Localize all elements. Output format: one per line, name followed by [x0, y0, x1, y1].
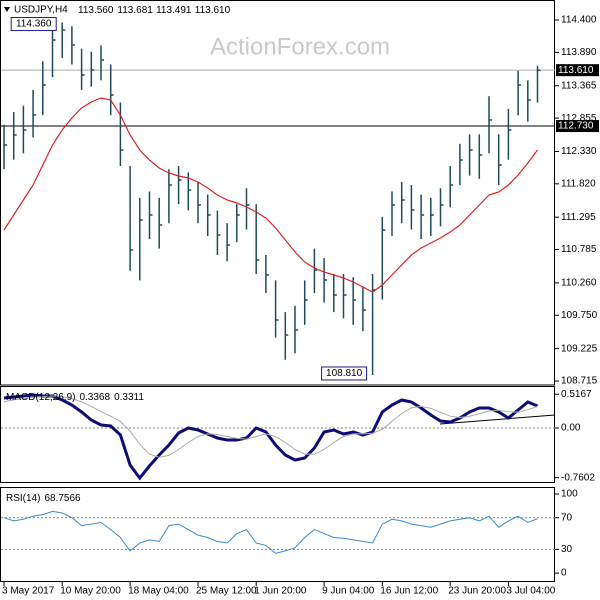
menu-arrow	[4, 7, 10, 12]
x-tick-label: 3 Jul 04:00	[506, 586, 555, 597]
indicator-value: 68.7566	[44, 493, 81, 504]
watermark: ActionForex.com	[210, 33, 390, 60]
quote-value: 113.610	[195, 5, 231, 16]
extreme-box	[10, 17, 57, 32]
x-tick-label: 1 Jun 20:00	[254, 586, 307, 597]
x-tick-label: 25 May 12:00	[196, 586, 257, 597]
indicator-title: RSI(14) 68.7566	[6, 493, 81, 504]
quote-value: 113.560	[78, 5, 114, 16]
price-tag-label: 113.610	[558, 65, 594, 76]
rsi-panel	[0, 487, 555, 582]
y-tick-label: 100	[561, 489, 578, 500]
y-tick-label: 111.295	[561, 212, 596, 223]
y-tick-label: 30	[561, 544, 573, 555]
x-tick-label: 18 May 04:00	[128, 586, 189, 597]
x-tick-label: 23 Jun 20:00	[448, 586, 506, 597]
extreme-label: 114.360	[16, 19, 52, 30]
y-tick-label: 0.5167	[561, 389, 592, 400]
x-tick-label: 16 Jun 12:00	[380, 586, 438, 597]
quote-values: 113.560 113.681 113.491 113.610	[78, 5, 231, 16]
y-tick-label: 110.260	[561, 278, 597, 289]
y-tick-label: 110.785	[561, 244, 597, 255]
quote-value: 113.681	[117, 5, 153, 16]
indicator-name: RSI(14)	[6, 493, 40, 504]
indicator-line	[3, 393, 539, 481]
y-tick-label: 70	[561, 512, 573, 523]
y-tick-label: 114.400	[561, 15, 597, 26]
y-tick-label: 113.365	[561, 80, 597, 91]
y-tick-label: 112.330	[561, 146, 597, 157]
trend-line	[439, 414, 556, 425]
indicator-line	[3, 510, 538, 554]
indicator-name: MACD(12,26,9)	[6, 392, 75, 403]
y-tick-label: 0.00	[561, 423, 581, 434]
price-tag-label: 112.730	[558, 121, 594, 132]
price-panel	[0, 0, 555, 386]
indicator-value: 0.3368	[79, 392, 110, 403]
y-tick-label: 109.750	[561, 310, 598, 321]
macd-panel	[0, 386, 555, 483]
y-tick-label: -0.7602	[561, 472, 595, 483]
y-tick-label: 109.225	[561, 343, 598, 354]
price-tag	[556, 120, 599, 133]
price-tag	[556, 64, 599, 77]
extreme-box	[321, 366, 368, 381]
quote-value: 113.491	[156, 5, 192, 16]
moving-average	[3, 97, 538, 293]
y-tick-label: 112.855	[561, 113, 597, 124]
y-tick-label: 113.890	[561, 47, 597, 58]
x-tick-label: 3 May 2017	[2, 586, 55, 597]
indicator-value: 0.3311	[114, 392, 144, 403]
x-tick-label: 10 May 20:00	[60, 586, 121, 597]
indicator-line	[3, 395, 538, 458]
chart-title: USDJPY,H4	[14, 5, 68, 16]
y-tick-label: 108.715	[561, 376, 598, 387]
y-tick-label: 0	[561, 568, 567, 579]
indicator-title: MACD(12,26,9) 0.3368 0.3311	[6, 392, 144, 403]
extreme-label: 108.810	[326, 368, 363, 379]
x-tick-label: 9 Jun 04:00	[322, 586, 375, 597]
y-tick-label: 111.820	[561, 178, 596, 189]
